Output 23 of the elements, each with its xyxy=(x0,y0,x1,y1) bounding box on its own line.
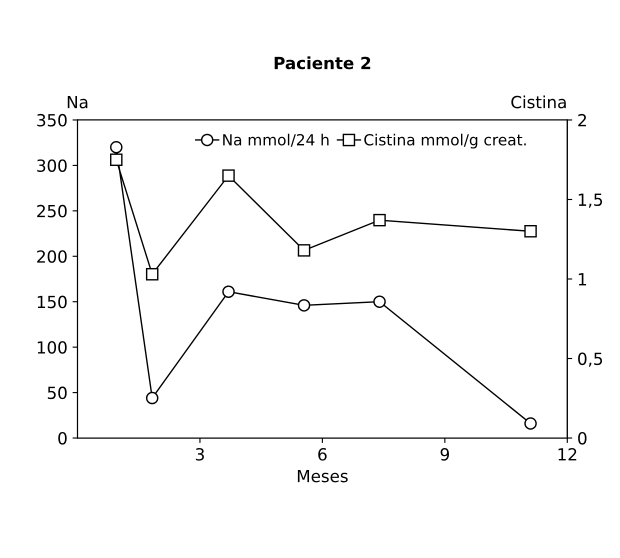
x-tick-label: 9 xyxy=(440,448,449,461)
legend-label: Cistina mmol/g creat. xyxy=(364,134,526,149)
chart-title: Paciente 2 xyxy=(274,56,370,70)
y-tick-label: 150 xyxy=(38,296,67,308)
y-tick-label: 200 xyxy=(37,250,67,263)
y2-tick-label: 0 xyxy=(578,432,587,445)
y-tick-label: 50 xyxy=(48,386,67,400)
legend-label: Na mmol/24 h xyxy=(223,134,329,147)
x-axis-title: Meses xyxy=(298,470,348,482)
y-tick-label: 300 xyxy=(37,159,67,172)
y2-axis-title: Cistina xyxy=(511,95,566,108)
y2-tick-label: 2 xyxy=(578,114,586,126)
y-tick-label: 250 xyxy=(37,204,67,218)
y-tick-label: 0 xyxy=(58,432,67,445)
x-tick-label: 6 xyxy=(318,448,327,461)
y-axis-title: Na xyxy=(68,96,88,108)
y-tick-label: 350 xyxy=(37,114,67,127)
y2-tick-label: 0,5 xyxy=(578,352,602,367)
y2-tick-label: 1 xyxy=(578,273,586,286)
x-tick-label: 12 xyxy=(558,448,576,460)
y-tick-label: 100 xyxy=(38,341,67,354)
y2-tick-label: 1,5 xyxy=(578,194,602,208)
x-tick-label: 3 xyxy=(196,448,204,461)
